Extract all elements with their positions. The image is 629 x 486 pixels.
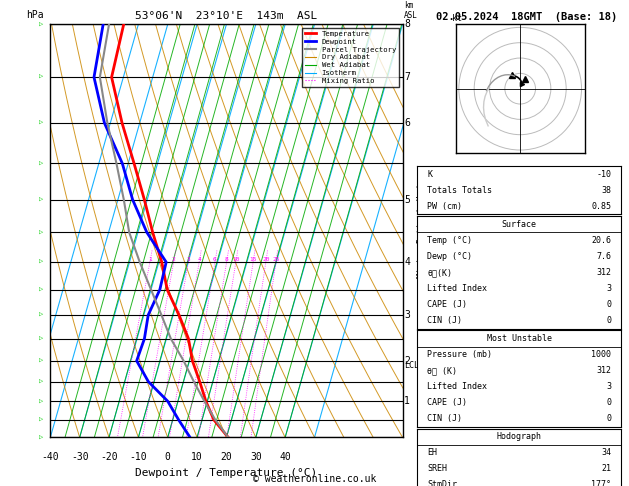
Text: -30: -30 xyxy=(71,452,89,462)
Text: θᴄ(K): θᴄ(K) xyxy=(427,268,452,277)
Text: 25: 25 xyxy=(272,257,280,262)
Text: CIN (J): CIN (J) xyxy=(427,414,462,423)
Text: Temp (°C): Temp (°C) xyxy=(427,236,472,245)
Text: 3: 3 xyxy=(186,257,190,262)
Text: hPa: hPa xyxy=(26,10,43,20)
Text: Surface: Surface xyxy=(502,220,537,229)
Text: 20: 20 xyxy=(221,452,232,462)
Text: 2: 2 xyxy=(172,257,175,262)
Text: 312: 312 xyxy=(596,268,611,277)
Text: θᴄ (K): θᴄ (K) xyxy=(427,366,457,375)
Text: Pressure (mb): Pressure (mb) xyxy=(427,350,493,359)
Text: 0: 0 xyxy=(165,452,170,462)
Text: LCL: LCL xyxy=(404,361,420,369)
Text: CAPE (J): CAPE (J) xyxy=(427,398,467,407)
Text: ▷: ▷ xyxy=(40,160,43,166)
Text: -20: -20 xyxy=(100,452,118,462)
Text: Dewpoint / Temperature (°C): Dewpoint / Temperature (°C) xyxy=(135,469,318,478)
Text: 3: 3 xyxy=(404,310,410,320)
Text: 1000: 1000 xyxy=(591,350,611,359)
Text: 177°: 177° xyxy=(591,480,611,486)
Text: Lifted Index: Lifted Index xyxy=(427,382,487,391)
Text: 6: 6 xyxy=(404,118,410,128)
Text: 40: 40 xyxy=(279,452,291,462)
Text: ▷: ▷ xyxy=(40,336,43,342)
Text: Mixing Ratio (g/kg): Mixing Ratio (g/kg) xyxy=(418,183,426,278)
Text: -10: -10 xyxy=(596,170,611,179)
Text: 20.6: 20.6 xyxy=(591,236,611,245)
Text: ▷: ▷ xyxy=(40,312,43,318)
Text: ▷: ▷ xyxy=(40,287,43,293)
Text: ▷: ▷ xyxy=(40,21,43,27)
Text: 0: 0 xyxy=(606,398,611,407)
Text: Dewp (°C): Dewp (°C) xyxy=(427,252,472,261)
Text: 7: 7 xyxy=(404,72,410,82)
Text: 10: 10 xyxy=(191,452,203,462)
Text: 0.85: 0.85 xyxy=(591,202,611,211)
Text: ▷: ▷ xyxy=(40,74,43,80)
Text: ▷: ▷ xyxy=(40,229,43,235)
Text: 38: 38 xyxy=(601,186,611,195)
Text: 0: 0 xyxy=(606,414,611,423)
Text: kt: kt xyxy=(452,14,462,23)
Text: 21: 21 xyxy=(601,464,611,473)
Text: 3: 3 xyxy=(606,382,611,391)
Text: ▷: ▷ xyxy=(40,120,43,126)
Text: 10: 10 xyxy=(232,257,240,262)
Text: 8: 8 xyxy=(404,19,410,29)
Text: 20: 20 xyxy=(262,257,270,262)
Text: 0: 0 xyxy=(606,316,611,325)
Text: 4: 4 xyxy=(404,257,410,267)
Text: ▷: ▷ xyxy=(40,398,43,404)
Text: 15: 15 xyxy=(249,257,257,262)
Text: SREH: SREH xyxy=(427,464,447,473)
Text: © weatheronline.co.uk: © weatheronline.co.uk xyxy=(253,473,376,484)
Text: Most Unstable: Most Unstable xyxy=(487,334,552,343)
Text: 5: 5 xyxy=(404,194,410,205)
Text: Totals Totals: Totals Totals xyxy=(427,186,493,195)
Text: 4: 4 xyxy=(198,257,201,262)
Text: -40: -40 xyxy=(42,452,59,462)
Text: StmDir: StmDir xyxy=(427,480,457,486)
Text: 0: 0 xyxy=(606,300,611,309)
Text: 34: 34 xyxy=(601,448,611,457)
Text: PW (cm): PW (cm) xyxy=(427,202,462,211)
Text: K: K xyxy=(427,170,432,179)
Text: -10: -10 xyxy=(130,452,147,462)
Text: 312: 312 xyxy=(596,366,611,375)
Text: 2: 2 xyxy=(404,356,410,366)
Text: 3: 3 xyxy=(606,284,611,293)
Text: km
ASL: km ASL xyxy=(404,1,418,20)
Text: EH: EH xyxy=(427,448,437,457)
Text: ▷: ▷ xyxy=(40,379,43,384)
Text: CIN (J): CIN (J) xyxy=(427,316,462,325)
Text: ▷: ▷ xyxy=(40,417,43,423)
Text: ▷: ▷ xyxy=(40,259,43,265)
Text: 30: 30 xyxy=(250,452,262,462)
Text: 02.05.2024  18GMT  (Base: 18): 02.05.2024 18GMT (Base: 18) xyxy=(437,12,618,22)
Text: 8: 8 xyxy=(225,257,228,262)
Text: 6: 6 xyxy=(213,257,217,262)
Title: 53°06'N  23°10'E  143m  ASL: 53°06'N 23°10'E 143m ASL xyxy=(135,11,318,21)
Text: CAPE (J): CAPE (J) xyxy=(427,300,467,309)
Text: ▷: ▷ xyxy=(40,434,43,440)
Text: Lifted Index: Lifted Index xyxy=(427,284,487,293)
Text: 1: 1 xyxy=(404,396,410,406)
Text: 7.6: 7.6 xyxy=(596,252,611,261)
Text: 1: 1 xyxy=(148,257,152,262)
Text: ▷: ▷ xyxy=(40,196,43,203)
Text: Hodograph: Hodograph xyxy=(497,432,542,441)
Legend: Temperature, Dewpoint, Parcel Trajectory, Dry Adiabat, Wet Adiabat, Isotherm, Mi: Temperature, Dewpoint, Parcel Trajectory… xyxy=(302,28,399,87)
Text: ▷: ▷ xyxy=(40,358,43,364)
